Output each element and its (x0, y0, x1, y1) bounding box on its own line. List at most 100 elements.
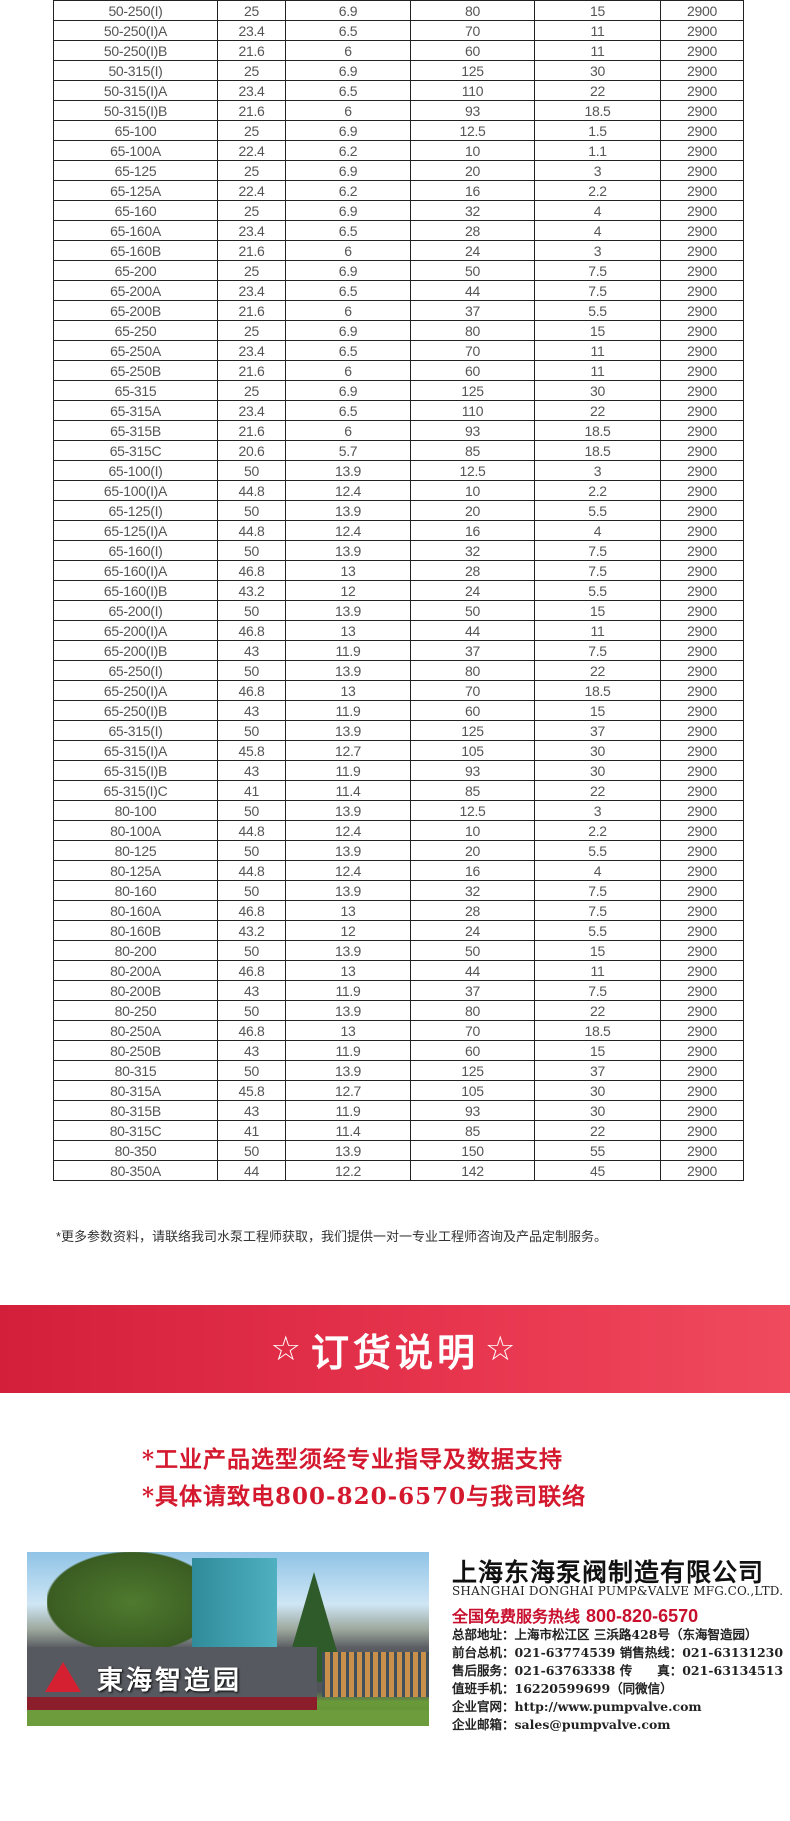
table-cell: 65-250B (53, 360, 218, 381)
table-cell: 10 (410, 140, 535, 161)
table-row: 65-250A 23.4 6.5 70 11 2900 (53, 340, 744, 361)
table-cell: 13 (285, 560, 411, 581)
table-row: 65-160(I) 50 13.9 32 7.5 2900 (53, 540, 744, 561)
table-cell: 6.2 (285, 180, 411, 201)
table-cell: 6.5 (285, 400, 411, 421)
table-cell: 80 (410, 660, 535, 681)
table-cell: 18.5 (534, 100, 661, 121)
table-cell: 50 (217, 880, 286, 901)
table-row: 65-100A 22.4 6.2 10 1.1 2900 (53, 140, 744, 161)
table-cell: 18.5 (534, 680, 661, 701)
gate-shape (322, 1652, 429, 1697)
table-cell: 65-315C (53, 440, 218, 461)
table-cell: 2900 (660, 80, 744, 101)
table-cell: 50 (217, 600, 286, 621)
table-cell: 80-315C (53, 1120, 218, 1141)
table-cell: 2900 (660, 800, 744, 821)
star-icon: ☆ (270, 1330, 305, 1368)
table-cell: 65-250 (53, 320, 218, 341)
table-cell: 2900 (660, 280, 744, 301)
table-row: 50-315(I)A 23.4 6.5 110 22 2900 (53, 80, 744, 101)
table-cell: 2900 (660, 940, 744, 961)
table-cell: 44.8 (217, 820, 286, 841)
table-cell: 30 (534, 380, 661, 401)
table-cell: 80-250B (53, 1040, 218, 1061)
table-cell: 80-315 (53, 1060, 218, 1081)
table-cell: 22 (534, 1120, 661, 1141)
table-cell: 12.5 (410, 800, 535, 821)
table-cell: 65-200(I) (53, 600, 218, 621)
table-cell: 2900 (660, 820, 744, 841)
table-cell: 50 (217, 800, 286, 821)
table-cell: 5.5 (534, 920, 661, 941)
table-cell: 46.8 (217, 560, 286, 581)
table-row: 80-315B 43 11.9 93 30 2900 (53, 1100, 744, 1121)
table-cell: 21.6 (217, 240, 286, 261)
table-cell: 6.2 (285, 140, 411, 161)
table-row: 65-315B 21.6 6 93 18.5 2900 (53, 420, 744, 441)
table-cell: 65-125A (53, 180, 218, 201)
table-cell: 2900 (660, 520, 744, 541)
table-cell: 50-250(I)A (53, 20, 218, 41)
website-link[interactable]: 企业官网：http://www.pumpvalve.com (452, 1699, 702, 1714)
table-row: 65-200A 23.4 6.5 44 7.5 2900 (53, 280, 744, 301)
table-cell: 5.5 (534, 500, 661, 521)
table-cell: 65-200(I)B (53, 640, 218, 661)
tree-shape (47, 1552, 217, 1652)
table-row: 50-250(I)A 23.4 6.5 70 11 2900 (53, 20, 744, 41)
table-cell: 11.9 (285, 760, 411, 781)
company-english-name: SHANGHAI DONGHAI PUMP&VALVE MFG.CO.,LTD. (452, 1584, 784, 1598)
table-cell: 4 (534, 200, 661, 221)
table-cell: 43.2 (217, 920, 286, 941)
table-cell: 65-100(I)A (53, 480, 218, 501)
table-cell: 2900 (660, 160, 744, 181)
table-cell: 65-315 (53, 380, 218, 401)
table-cell: 43 (217, 1040, 286, 1061)
table-cell: 80-200 (53, 940, 218, 961)
table-cell: 105 (410, 1080, 535, 1101)
table-cell: 2900 (660, 1060, 744, 1081)
table-row: 65-200B 21.6 6 37 5.5 2900 (53, 300, 744, 321)
table-cell: 2900 (660, 1140, 744, 1161)
table-cell: 21.6 (217, 100, 286, 121)
email-link[interactable]: 企业邮箱：sales@pumpvalve.com (452, 1717, 671, 1732)
table-cell: 13.9 (285, 1000, 411, 1021)
table-cell: 80 (410, 1000, 535, 1021)
order-line-2: *具体请致电800-820-6570与我司联络 (142, 1483, 587, 1510)
table-cell: 6.9 (285, 260, 411, 281)
table-row: 80-125 50 13.9 20 5.5 2900 (53, 840, 744, 861)
table-cell: 2900 (660, 200, 744, 221)
table-cell: 6.5 (285, 20, 411, 41)
table-cell: 22.4 (217, 140, 286, 161)
table-cell: 60 (410, 40, 535, 61)
table-cell: 50-250(I) (53, 0, 218, 21)
table-cell: 44.8 (217, 480, 286, 501)
table-cell: 80-315B (53, 1100, 218, 1121)
table-cell: 15 (534, 940, 661, 961)
table-cell: 65-125(I) (53, 500, 218, 521)
lawn (27, 1710, 429, 1726)
table-cell: 65-160B (53, 240, 218, 261)
table-cell: 65-100(I) (53, 460, 218, 481)
table-cell: 2900 (660, 900, 744, 921)
table-row: 65-315(I)C 41 11.4 85 22 2900 (53, 780, 744, 801)
table-cell: 12.5 (410, 120, 535, 141)
table-cell: 43 (217, 760, 286, 781)
table-row: 65-315(I)B 43 11.9 93 30 2900 (53, 760, 744, 781)
table-cell: 65-200B (53, 300, 218, 321)
table-cell: 37 (410, 640, 535, 661)
table-cell: 11.9 (285, 980, 411, 1001)
table-cell: 3 (534, 240, 661, 261)
table-cell: 2900 (660, 680, 744, 701)
table-cell: 2900 (660, 300, 744, 321)
table-cell: 6 (285, 40, 411, 61)
table-cell: 6.5 (285, 220, 411, 241)
table-cell: 21.6 (217, 40, 286, 61)
table-cell: 12.4 (285, 520, 411, 541)
table-row: 80-200A 46.8 13 44 11 2900 (53, 960, 744, 981)
table-cell: 65-200(I)A (53, 620, 218, 641)
table-cell: 2900 (660, 760, 744, 781)
table-cell: 60 (410, 360, 535, 381)
table-cell: 13.9 (285, 1140, 411, 1161)
table-cell: 65-160(I) (53, 540, 218, 561)
